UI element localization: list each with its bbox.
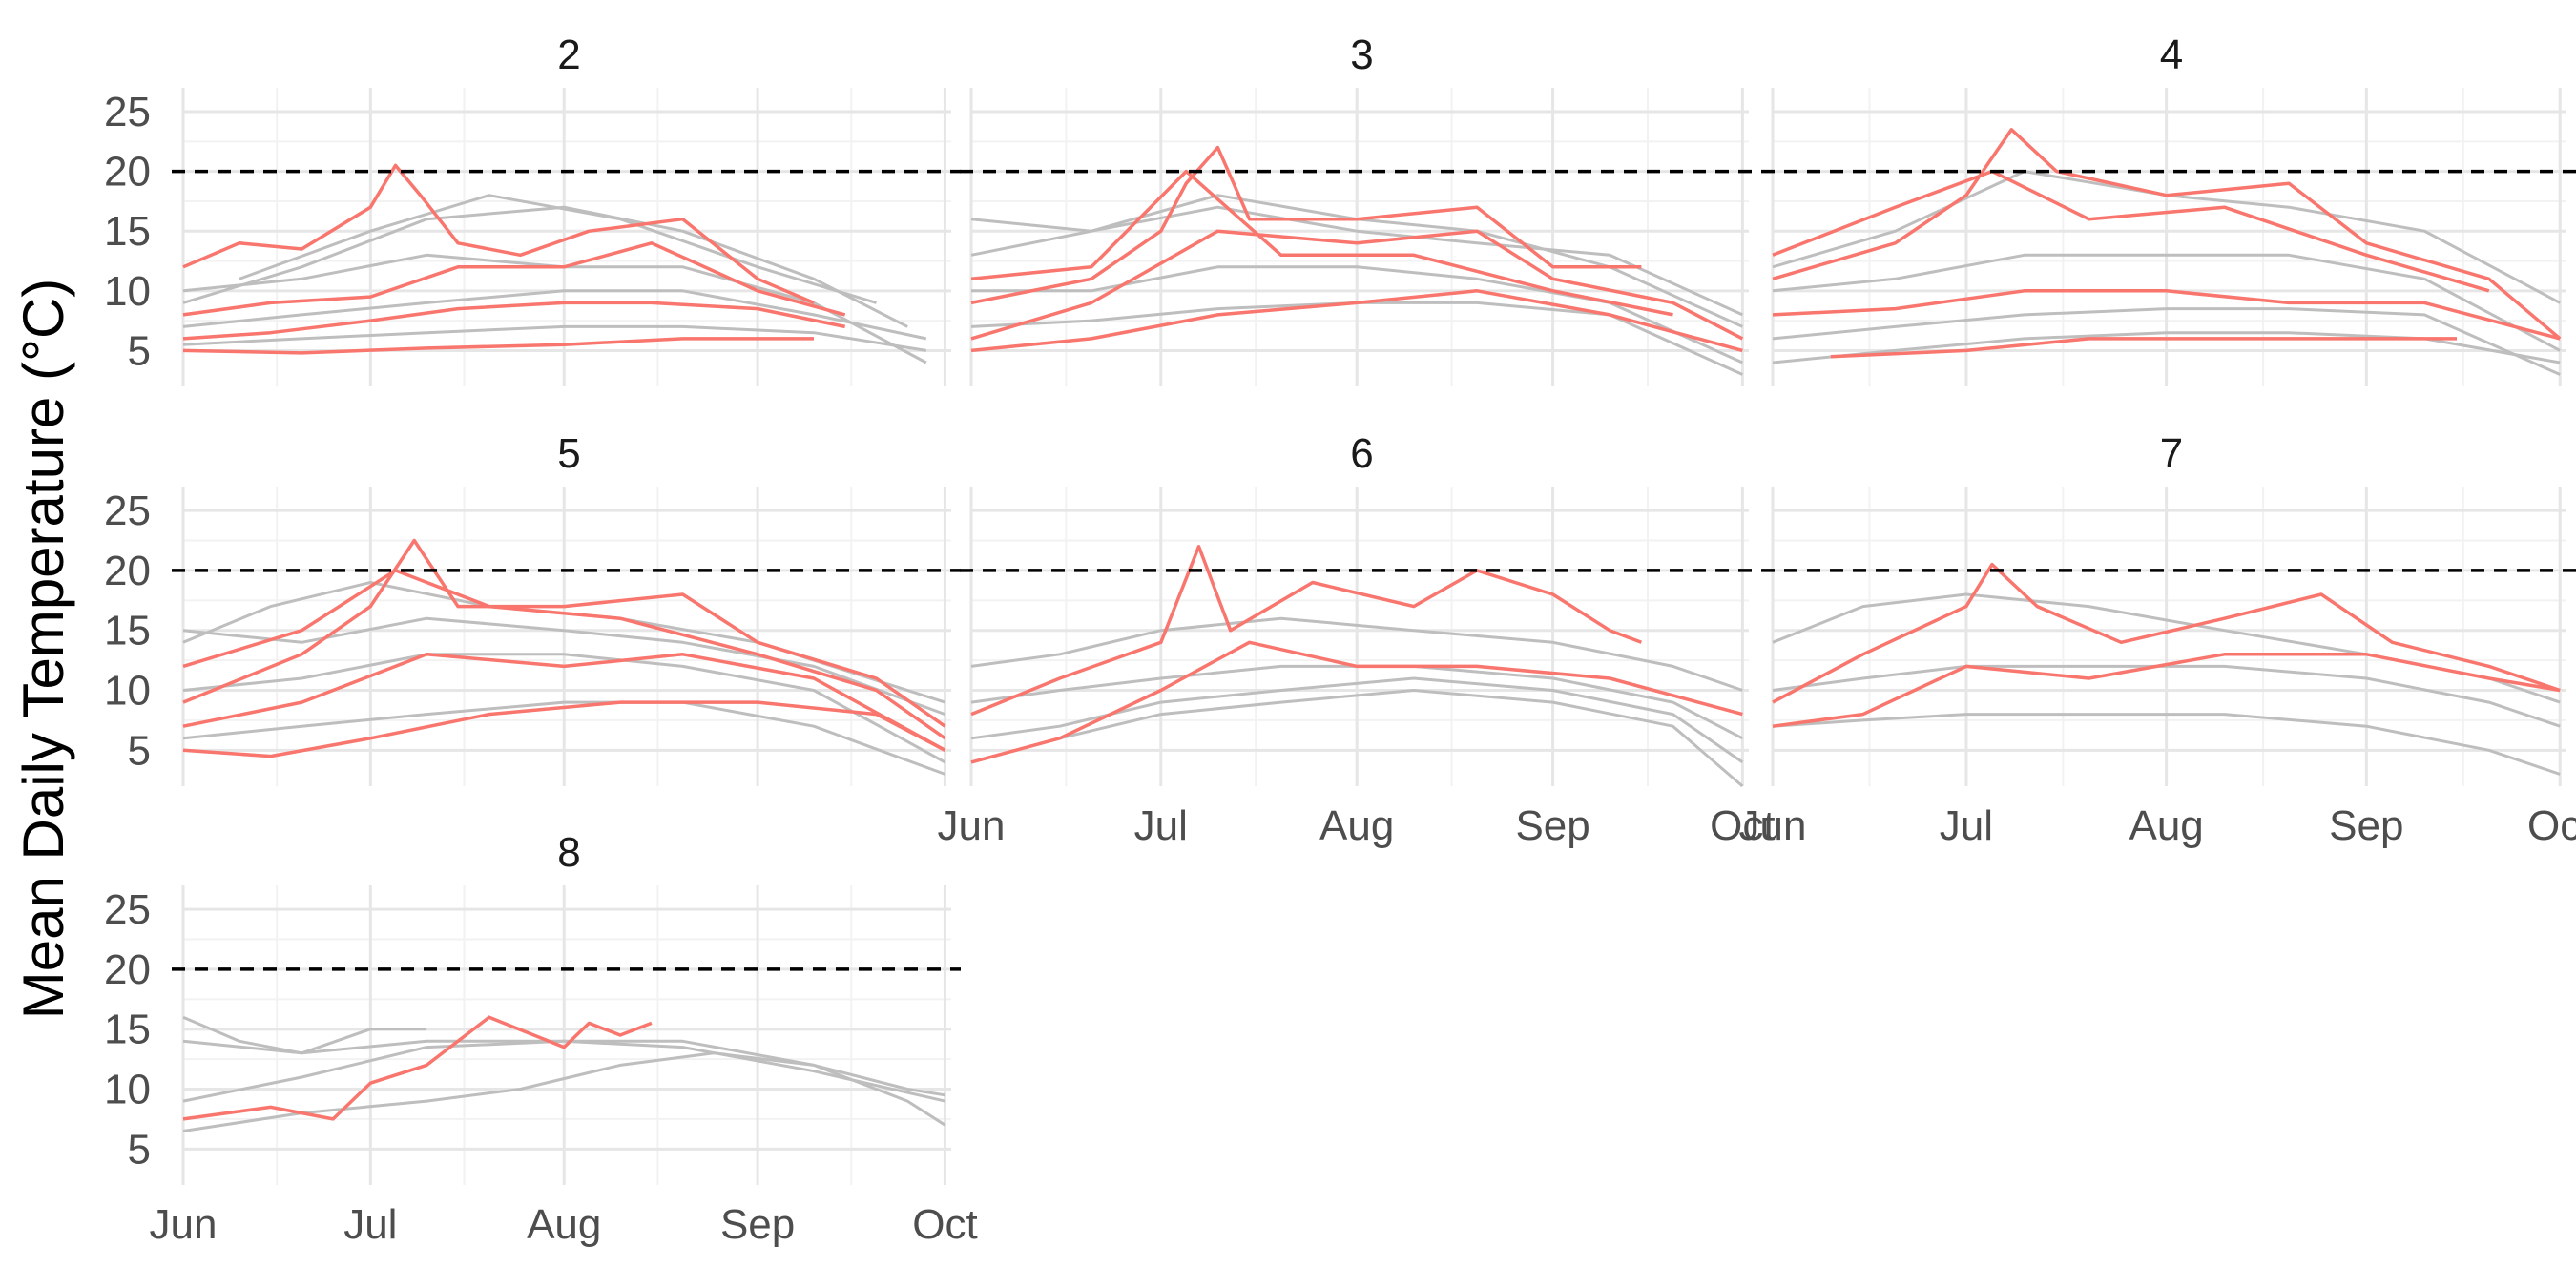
panel-strip-label: 8 <box>557 829 580 876</box>
series-line-other <box>1772 307 2561 376</box>
series-line-highlighted <box>970 169 1673 317</box>
series-line-highlighted <box>1772 562 2561 704</box>
panel-4: 4 <box>1761 31 2576 386</box>
panel-5: 5 5 10 15 20 25 <box>104 430 961 786</box>
series-line-other <box>182 1015 427 1055</box>
series-line-highlighted <box>970 229 1744 341</box>
x-tick-label: Sep <box>2329 802 2403 849</box>
series-line-highlighted <box>1772 169 2490 293</box>
series-line-other <box>182 324 927 352</box>
series-line-highlighted <box>182 569 946 740</box>
x-tick-label: Jun <box>938 802 1006 849</box>
y-tick-label: 20 <box>104 946 151 993</box>
x-tick-label: Jul <box>343 1201 397 1248</box>
series-line-highlighted <box>970 640 1743 764</box>
x-tick-label: Jun <box>1739 802 1807 849</box>
grid <box>1771 487 2566 786</box>
x-tick-label: Jul <box>1940 802 1993 849</box>
series-line-other <box>182 653 946 764</box>
grid <box>181 487 951 786</box>
series-line-highlighted <box>182 1015 653 1121</box>
y-tick-label: 5 <box>128 1126 151 1173</box>
panel-strip-label: 5 <box>557 430 580 477</box>
panel-7: 7 Jun Jul Aug Sep Oct <box>1739 430 2576 849</box>
grid <box>181 885 951 1185</box>
series-line-highlighted <box>182 163 815 305</box>
series-line-highlighted <box>970 289 1743 353</box>
panel-6: 6 Jun Jul Aug Sep Oct <box>938 430 1776 849</box>
x-tick-label: Oct <box>2527 802 2576 849</box>
series-line-other <box>970 616 1743 692</box>
series-line-highlighted <box>182 700 946 758</box>
series-line-highlighted <box>1830 337 2457 359</box>
x-tick-label: Aug <box>2129 802 2203 849</box>
series-line-other <box>970 689 1744 788</box>
y-tick-label: 25 <box>104 488 151 534</box>
series-line-other <box>182 289 927 341</box>
grid <box>969 88 1749 386</box>
series-line-highlighted <box>970 545 1643 717</box>
series-line-highlighted <box>970 145 1642 305</box>
x-tick-label: Jul <box>1134 802 1188 849</box>
y-tick-label: 10 <box>104 268 151 315</box>
y-tick-label: 5 <box>128 327 151 374</box>
x-tick-label: Sep <box>1515 802 1589 849</box>
y-tick-label: 20 <box>104 149 151 196</box>
series-line-highlighted <box>182 337 814 355</box>
x-tick-label: Oct <box>912 1201 977 1248</box>
y-tick-label: 15 <box>104 608 151 654</box>
series-line-other <box>1772 253 2561 352</box>
series-line-highlighted <box>1772 653 2561 728</box>
x-tick-label: Aug <box>527 1201 601 1248</box>
y-tick-label: 25 <box>104 886 151 933</box>
series-line-other <box>182 616 946 717</box>
series-line-highlighted <box>182 538 946 728</box>
series-line-highlighted <box>182 241 846 317</box>
y-tick-label: 15 <box>104 1007 151 1053</box>
series-line-other <box>182 205 908 328</box>
y-axis-label: Mean Daily Temperature (°C) <box>11 279 75 1019</box>
panel-strip-label: 7 <box>2160 430 2183 477</box>
series-line-highlighted <box>182 301 846 341</box>
panel-8: 8 5 10 15 20 25 Jun Jul Aug Sep Oct <box>104 829 978 1248</box>
series-line-other <box>239 194 877 304</box>
series-line-other <box>970 664 1744 740</box>
y-tick-label: 25 <box>104 89 151 135</box>
series-line-other <box>182 1039 945 1103</box>
y-tick-label: 10 <box>104 668 151 715</box>
grid <box>969 487 1749 786</box>
x-tick-label: Sep <box>720 1201 795 1248</box>
x-tick-label: Jun <box>150 1201 218 1248</box>
x-tick-label: Oct <box>1710 802 1775 849</box>
series-line-other <box>970 205 1744 317</box>
series-line-highlighted <box>182 653 946 752</box>
panel-strip-label: 2 <box>557 31 580 78</box>
panel-strip-label: 6 <box>1350 430 1373 477</box>
panel-3: 3 <box>960 31 1758 386</box>
x-tick-label: Aug <box>1319 802 1394 849</box>
y-tick-label: 5 <box>128 727 151 774</box>
series-line-other <box>970 676 1744 764</box>
series-line-highlighted <box>1772 289 2561 341</box>
panel-strip-label: 4 <box>2160 31 2183 78</box>
series-line-other <box>1772 713 2561 776</box>
series-line-other <box>182 700 946 776</box>
series-line-highlighted <box>1772 128 2562 341</box>
series-line-other <box>182 1039 945 1103</box>
y-tick-label: 10 <box>104 1067 151 1113</box>
panel-strip-label: 3 <box>1350 31 1373 78</box>
y-tick-label: 20 <box>104 548 151 594</box>
y-tick-label: 15 <box>104 208 151 255</box>
